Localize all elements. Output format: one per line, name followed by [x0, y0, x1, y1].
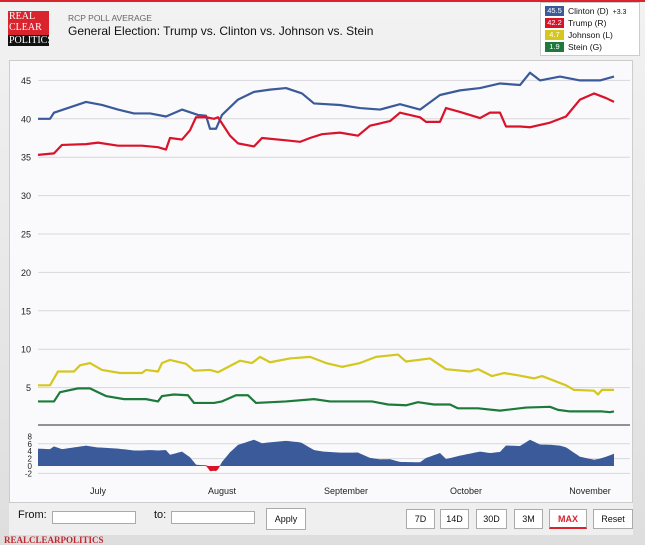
subtitle: RCP POLL AVERAGE	[68, 13, 152, 23]
footer-brand: REALCLEARPOLITICS	[4, 535, 104, 545]
series-line-johnson	[38, 353, 614, 396]
y-tick-label: 5	[26, 383, 31, 393]
range-7d-button[interactable]: 7D	[406, 509, 435, 529]
reset-button[interactable]: Reset	[593, 509, 633, 529]
legend-value: 4.7	[545, 30, 564, 40]
legend-label: Clinton (D)	[568, 6, 609, 16]
to-date-input[interactable]	[171, 511, 255, 524]
y-tick-label: 20	[21, 268, 31, 278]
range-30d-button[interactable]: 30D	[476, 509, 507, 529]
month-label: July	[90, 486, 107, 496]
legend-label: Johnson (L)	[568, 30, 613, 40]
spread-area-positive	[38, 439, 614, 466]
month-label: August	[208, 486, 237, 496]
from-label: From:	[18, 509, 47, 521]
legend-spread: +3.3	[612, 9, 627, 16]
to-label: to:	[154, 509, 167, 521]
legend-item-clinton[interactable]: 45.5 Clinton (D) +3.3	[545, 6, 626, 17]
from-date-input[interactable]	[52, 511, 136, 524]
y-tick-label: 15	[21, 306, 31, 316]
y-tick-label: 35	[21, 153, 31, 163]
month-label: November	[569, 486, 611, 496]
y-tick-label: 45	[21, 76, 31, 86]
y-tick-label: 40	[21, 114, 31, 124]
logo-line: POLITICS	[8, 35, 49, 46]
spread-y-tick-label: 6	[28, 440, 33, 449]
range-14d-button[interactable]: 14D	[440, 509, 469, 529]
month-label: September	[324, 486, 368, 496]
spread-area-negative	[38, 466, 614, 472]
legend-value: 42.2	[545, 18, 564, 28]
range-max-button[interactable]: MAX	[549, 509, 587, 529]
legend-item-trump[interactable]: 42.2 Trump (R)	[545, 18, 606, 29]
legend-value: 45.5	[545, 6, 564, 16]
legend-label: Stein (G)	[568, 42, 603, 52]
legend-item-stein[interactable]: 1.9 Stein (G)	[545, 42, 602, 53]
spread-y-tick-label: 0	[28, 462, 33, 471]
range-3m-button[interactable]: 3M	[514, 509, 543, 529]
spread-y-tick-label: 8	[28, 432, 33, 441]
month-label: October	[450, 486, 482, 496]
y-tick-label: 25	[21, 230, 31, 240]
logo-line: REAL	[9, 11, 36, 22]
legend-value: 1.9	[545, 42, 564, 52]
y-tick-label: 10	[21, 345, 31, 355]
rcp-logo: REAL CLEAR POLITICS	[8, 11, 49, 46]
apply-button[interactable]: Apply	[266, 508, 306, 530]
y-tick-label: 30	[21, 191, 31, 201]
spread-y-tick-label: 4	[28, 447, 33, 456]
series-line-clinton	[38, 71, 615, 130]
logo-line: CLEAR	[9, 22, 42, 33]
legend: 45.5 Clinton (D) +3.3 42.2 Trump (R) 4.7 Joh…	[540, 2, 640, 56]
spread-y-tick-label: -2	[25, 469, 33, 478]
series-line-trump	[37, 92, 615, 156]
series-line-stein	[38, 387, 615, 414]
spread-y-tick-label: 2	[28, 455, 33, 464]
legend-label: Trump (R)	[568, 18, 607, 28]
chart-title: General Election: Trump vs. Clinton vs. …	[68, 24, 374, 38]
legend-item-johnson[interactable]: 4.7 Johnson (L)	[545, 30, 613, 41]
